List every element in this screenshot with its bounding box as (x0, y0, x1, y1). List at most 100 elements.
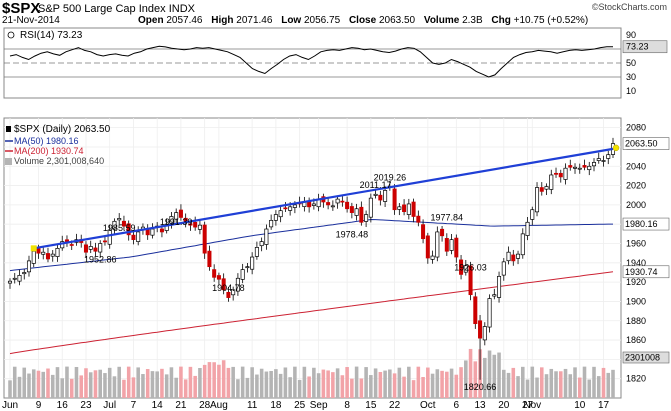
candle (487, 294, 492, 333)
candle (17, 269, 22, 286)
volume-legend-swatch (5, 158, 12, 165)
volume-bar (378, 371, 383, 398)
volume-bar (274, 369, 278, 398)
candle-body (259, 241, 264, 247)
volume-bar (69, 378, 74, 398)
volume-bar (402, 376, 406, 398)
price-annotation: 2019.26 (374, 172, 407, 182)
candle (530, 206, 535, 226)
candle (283, 202, 288, 213)
candle-body (121, 220, 126, 227)
candle (478, 314, 483, 380)
candle-body (544, 186, 549, 190)
candle-body (31, 250, 36, 264)
volume-bar (539, 367, 544, 398)
volume-axis-label: 2301008 (625, 353, 660, 363)
price-annotation: 1820.66 (464, 382, 497, 392)
candle-body (98, 243, 103, 253)
candle-body (326, 202, 331, 206)
candle (107, 224, 112, 249)
rsi-current-box (622, 40, 668, 54)
candle-body (430, 255, 435, 260)
date-tick-label: 9 (36, 400, 42, 411)
candle (402, 199, 407, 216)
date-tick-label: 7 (131, 400, 137, 411)
volume-bar (259, 368, 264, 398)
volume-bar (293, 366, 297, 398)
candle-body (174, 212, 179, 220)
candle-body (364, 214, 369, 222)
volume-bar (549, 368, 554, 398)
candle-body (577, 167, 582, 170)
candle-body (250, 256, 255, 270)
volume-bar (506, 372, 511, 398)
candle (240, 263, 245, 284)
volume-bar (264, 371, 269, 398)
candle-body (535, 187, 540, 213)
candle-body (373, 193, 378, 196)
rsi-line (9, 45, 613, 78)
candle-body (539, 187, 544, 192)
volume-bar (98, 369, 102, 398)
candle-body (112, 220, 117, 230)
volume-bar (103, 373, 107, 398)
candle-body (525, 221, 530, 236)
volume-bar (36, 370, 41, 398)
candle-body (402, 204, 407, 213)
candle (335, 195, 340, 209)
date-tick-label: Sep (310, 400, 328, 411)
volume-bar (236, 379, 240, 398)
low-value: 2056.75 (304, 15, 341, 26)
candle-body (468, 265, 473, 296)
date-tick-label: 13 (474, 400, 486, 411)
candle (573, 163, 578, 174)
volume-bar (426, 367, 430, 398)
candle (98, 240, 103, 258)
candle (326, 197, 331, 210)
volume-bar (307, 376, 311, 398)
candle (45, 247, 50, 263)
candle (558, 169, 563, 183)
candle (7, 278, 13, 289)
candle (406, 198, 411, 220)
volume-bar (150, 371, 155, 398)
candle (577, 163, 582, 174)
price-title: $SPX (Daily) 2063.50 (14, 124, 111, 135)
candle (473, 292, 478, 329)
candle-body (207, 250, 212, 268)
volume-bar (312, 367, 316, 398)
candle-body (487, 298, 492, 328)
date-tick-label: 21 (175, 400, 187, 411)
candle-body (516, 253, 521, 259)
candle-body (558, 172, 563, 178)
volume-bar (131, 377, 136, 398)
volume-bar (46, 368, 50, 398)
volume-bar (226, 367, 231, 398)
candle (421, 219, 426, 244)
candle-body (435, 231, 440, 258)
volume-bar (454, 374, 459, 398)
trendline-end-marker (612, 144, 620, 152)
date-tick-label: 25 (294, 400, 306, 411)
volume-bar (202, 364, 207, 398)
volume-bar (136, 367, 140, 398)
candle (587, 161, 592, 176)
candle (525, 217, 530, 241)
candle (354, 203, 359, 221)
date-tick-label: 22 (389, 400, 401, 411)
volume-bar (354, 366, 359, 398)
candle (131, 230, 136, 245)
candle (254, 241, 259, 260)
candle-body (131, 234, 136, 241)
candle-body (107, 229, 112, 245)
volume-bar (22, 367, 27, 398)
candle-body (606, 154, 611, 159)
ma50-legend-label: MA(50) 1980.16 (14, 136, 79, 146)
date-tick-label: 11 (247, 400, 258, 411)
candle-body (383, 190, 388, 202)
volume-bar (530, 366, 535, 398)
candle-body (273, 214, 278, 221)
candle-body (216, 275, 221, 280)
volume-bar (435, 369, 440, 398)
rsi-tick-label: 50 (626, 58, 636, 68)
